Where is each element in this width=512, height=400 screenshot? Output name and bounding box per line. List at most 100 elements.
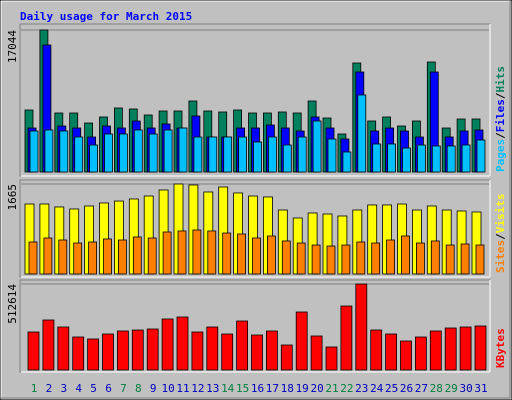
bar: [444, 327, 457, 371]
bar: [251, 334, 263, 371]
x-tick-label: 5: [90, 382, 97, 395]
bar: [221, 333, 234, 371]
x-tick-label: 10: [161, 382, 174, 395]
x-tick-label: 11: [176, 382, 189, 395]
bar: [266, 235, 276, 275]
y-tick-label: 1665: [6, 184, 19, 211]
x-tick-label: 6: [105, 382, 112, 395]
bar: [28, 241, 38, 275]
bar: [146, 328, 159, 371]
bar: [117, 330, 129, 371]
x-tick-label: 25: [385, 382, 398, 395]
bar: [29, 130, 39, 173]
bar: [163, 129, 173, 173]
bar: [132, 236, 142, 275]
bar: [357, 94, 367, 173]
bar: [133, 129, 143, 173]
x-tick-label: 27: [415, 382, 428, 395]
x-tick-label: 16: [251, 382, 264, 395]
legend-entry: KBytes: [494, 328, 507, 368]
bar: [372, 143, 382, 173]
bar: [327, 138, 337, 173]
bar: [89, 144, 98, 173]
bar: [103, 238, 112, 275]
bar: [460, 243, 470, 275]
bar: [356, 241, 366, 275]
x-tick-label: 29: [445, 382, 458, 395]
bar: [475, 244, 485, 275]
bar: [58, 239, 68, 275]
bar: [474, 325, 487, 371]
x-tick-label: 4: [75, 382, 82, 395]
bar: [310, 335, 323, 371]
legend-entry: Visits: [494, 194, 507, 234]
bar: [461, 144, 471, 173]
y-tick-label: 512614: [6, 284, 19, 324]
bar: [131, 329, 144, 371]
x-tick-label: 3: [60, 382, 67, 395]
x-tick-label: 30: [459, 382, 472, 395]
x-tick-label: 19: [296, 382, 309, 395]
bar: [476, 139, 486, 173]
bar: [223, 136, 233, 173]
bar: [222, 232, 232, 275]
y-tick-label: 17044: [6, 30, 19, 63]
x-tick-label: 24: [370, 382, 384, 395]
bar: [236, 320, 249, 371]
x-tick-label: 28: [430, 382, 443, 395]
x-tick-label: 20: [310, 382, 323, 395]
bar: [73, 242, 83, 275]
bar: [118, 239, 127, 275]
legend-entry: Hits: [494, 66, 507, 93]
bar: [371, 242, 381, 275]
x-tick-label: 1: [31, 382, 38, 395]
bar: [162, 231, 172, 275]
bar: [342, 151, 352, 173]
bar: [176, 316, 189, 371]
bar: [252, 237, 261, 275]
legend-separator: /: [494, 132, 507, 139]
bar: [280, 344, 293, 371]
bar: [416, 144, 426, 173]
bar: [445, 244, 455, 275]
bar: [177, 230, 187, 275]
bar: [44, 129, 54, 173]
bar: [42, 319, 55, 371]
bar: [341, 244, 351, 275]
x-tick-label: 18: [281, 382, 294, 395]
bar: [208, 136, 218, 173]
bar: [459, 326, 472, 371]
bar: [370, 329, 383, 371]
x-tick-label: 21: [325, 382, 338, 395]
bar: [102, 333, 114, 371]
x-tick-label: 7: [120, 382, 127, 395]
bar: [59, 130, 69, 173]
bar: [415, 242, 425, 275]
bar: [401, 235, 410, 275]
bar: [295, 311, 308, 371]
bar: [297, 136, 307, 173]
x-tick-label: 2: [46, 382, 53, 395]
legend: KBytes: [494, 328, 507, 368]
x-tick-label: 31: [474, 382, 487, 395]
legend-entry: Pages: [494, 139, 507, 172]
bar: [326, 245, 336, 275]
bar: [238, 136, 248, 173]
x-tick-label: 13: [206, 382, 219, 395]
bar: [27, 331, 40, 371]
bar: [253, 141, 262, 173]
bar: [237, 233, 247, 275]
legend: Pages/Files/Hits: [494, 66, 507, 172]
legend-separator: /: [494, 92, 507, 99]
bar: [43, 237, 53, 275]
bar: [119, 133, 128, 173]
bar: [311, 244, 321, 275]
bar: [402, 147, 411, 173]
x-tick-label: 17: [266, 382, 279, 395]
bar: [57, 326, 70, 371]
bar: [296, 242, 306, 275]
bar: [312, 120, 322, 173]
bar: [206, 326, 219, 371]
bar: [385, 333, 398, 371]
